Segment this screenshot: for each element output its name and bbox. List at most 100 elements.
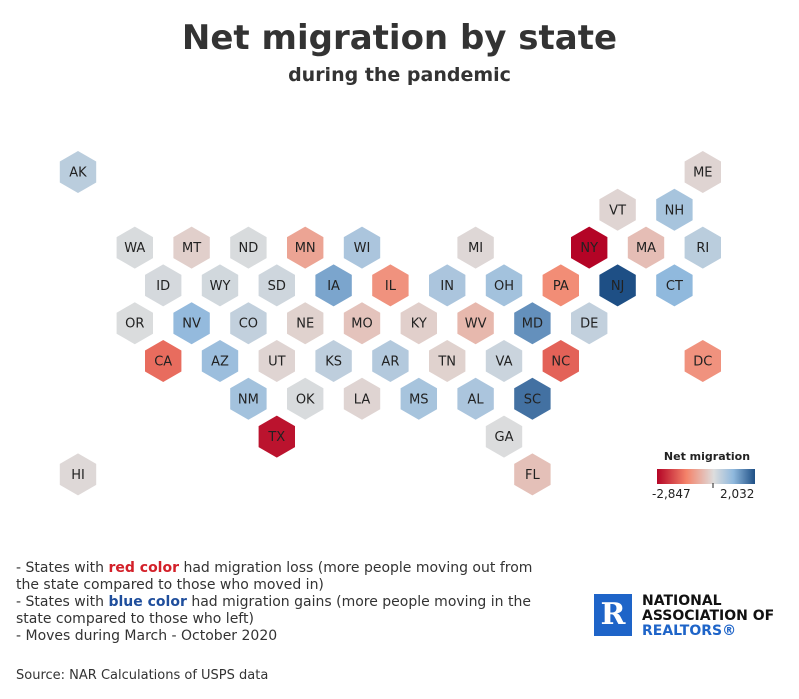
state-hex-shape [116,226,153,269]
state-label: OH [494,279,514,294]
state-hex-ut: UT [258,340,295,382]
state-label: CT [666,279,683,294]
state-hexes: AK ME VT NH WA MT ND MN WI MI NY MA RI ID WY SD IA IL IN OH… [59,151,721,496]
state-hex-shape [571,302,608,345]
state-hex-shape [258,264,295,307]
state-hex-oh: OH [485,264,523,307]
state-hex-in: IN [429,264,466,307]
state-hex-shape [514,302,551,345]
note-red-highlight: red color [108,560,180,576]
state-hex-shape [485,264,523,307]
state-hex-wa: WA [116,226,153,269]
state-hex-shape [400,377,437,420]
state-hex-shape [372,340,409,382]
state-label: TX [267,430,285,445]
state-hex-pa: PA [542,264,579,307]
state-hex-or: OR [116,302,153,345]
state-hex-ct: CT [656,264,693,307]
state-hex-shape [287,226,324,269]
state-hex-shape [656,188,693,231]
nar-logo-mark: R [600,597,626,632]
state-label: UT [268,355,286,370]
state-label: RI [696,241,709,256]
note-red: - States with red color had migration lo… [16,560,533,593]
state-label: NV [182,317,201,332]
state-hex-shape [542,264,579,307]
state-hex-shape [173,226,210,269]
state-hex-shape [343,377,381,420]
state-label: VT [609,203,626,218]
state-hex-mn: MN [287,226,324,269]
state-hex-nd: ND [230,226,267,269]
state-hex-ar: AR [372,340,409,382]
state-hex-sd: SD [258,264,295,307]
state-hex-ms: MS [400,377,437,420]
state-label: TN [437,355,456,370]
nar-logo-text: NATIONAL ASSOCIATION OF REALTORS® [642,594,774,639]
state-label: MI [468,241,483,256]
chart-title: Net migration by state [181,18,618,58]
state-label: ND [239,241,259,256]
state-label: AZ [211,355,229,370]
state-hex-ak: AK [59,151,97,193]
state-hex-shape [429,264,466,307]
state-hex-il: IL [372,264,409,307]
state-label: CA [154,355,172,370]
state-hex-tn: TN [429,340,466,382]
state-hex-mi: MI [457,226,494,269]
state-hex-nm: NM [230,377,267,420]
state-hex-shape [315,264,352,307]
state-hex-tx: TX [258,415,295,458]
state-hex-shape [59,151,97,193]
state-hex-shape [230,226,267,269]
state-label: NE [296,317,314,332]
state-hex-fl: FL [514,453,551,496]
state-hex-shape [287,377,324,420]
state-hex-hi: HI [59,453,97,496]
state-hex-shape [116,302,153,345]
state-hex-wi: WI [343,226,381,269]
state-label: NM [238,392,259,407]
state-label: WA [124,241,145,256]
state-hex-shape [457,302,494,345]
state-hex-shape [684,340,721,382]
note-blue: - States with blue color had migration g… [16,594,531,627]
state-label: SD [268,279,286,294]
state-label: SC [524,392,541,407]
state-hex-ca: CA [145,340,182,382]
state-hex-shape [145,340,182,382]
state-label: AR [381,355,399,370]
state-hex-shape [372,264,409,307]
state-hex-shape [343,226,381,269]
state-label: AK [69,166,87,181]
state-hex-shape [457,377,494,420]
legend-min-label: -2,847 [652,487,691,501]
state-label: PA [553,279,569,294]
state-label: DE [580,317,598,332]
state-hex-shape [201,264,239,307]
state-hex-shape [485,340,523,382]
legend-title: Net migration [663,450,751,463]
state-hex-shape [173,302,210,345]
state-hex-shape [230,377,267,420]
state-hex-id: ID [145,264,182,307]
state-hex-co: CO [230,302,267,345]
state-hex-wv: WV [457,302,494,345]
state-hex-ok: OK [287,377,324,420]
state-hex-shape [684,151,721,193]
state-hex-al: AL [457,377,494,420]
state-hex-wy: WY [201,264,239,307]
state-hex-ma: MA [627,226,665,269]
nar-logo: R NATIONAL ASSOCIATION OF REALTORS® [594,594,784,640]
state-hex-shape [145,264,182,307]
state-hex-shape [429,340,466,382]
note-period: - Moves during March - October 2020 [16,628,278,644]
state-label: NY [580,241,598,256]
state-label: OK [296,392,315,407]
state-label: WY [210,279,231,294]
state-label: KY [411,317,427,332]
state-hex-ga: GA [485,415,523,458]
state-hex-ia: IA [315,264,352,307]
state-hex-ny: NY [571,226,608,269]
state-hex-shape [684,226,721,269]
